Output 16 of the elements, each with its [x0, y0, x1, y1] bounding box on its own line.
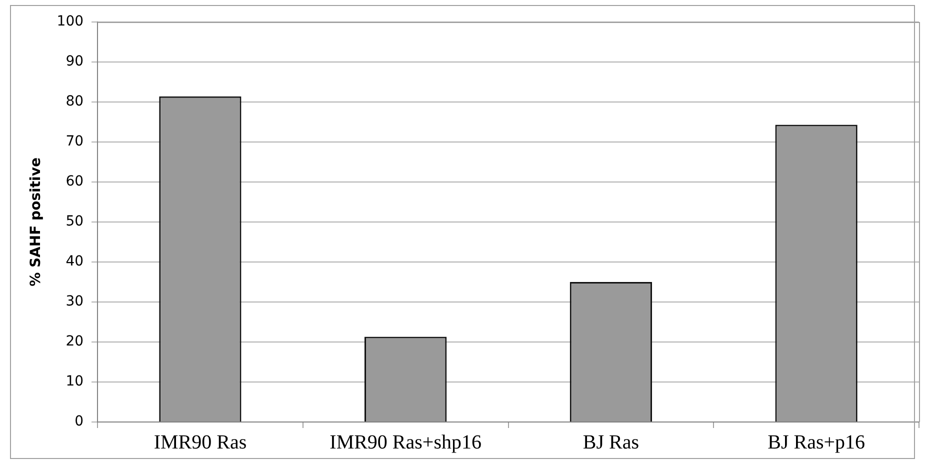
y-tick-label: 0 — [74, 414, 84, 430]
y-tick-label: 80 — [66, 94, 84, 110]
x-tick-label: BJ Ras — [582, 431, 640, 454]
y-tick-label: 40 — [66, 254, 84, 270]
y-tick-label: 30 — [66, 294, 84, 310]
y-tick-label: 70 — [66, 134, 84, 150]
x-tick-label: IMR90 Ras+shp16 — [330, 431, 482, 454]
y-tick-label: 10 — [66, 374, 84, 390]
y-tick-label: 100 — [56, 14, 84, 30]
y-axis-title: % SAHF positive — [28, 158, 44, 286]
y-tick-label: 20 — [66, 334, 84, 350]
x-tick-label: BJ Ras+p16 — [768, 431, 866, 454]
y-tick-label: 90 — [66, 54, 84, 70]
x-tick-label: IMR90 Ras — [154, 431, 247, 454]
y-tick-label: 50 — [66, 214, 84, 230]
y-tick-label: 60 — [66, 174, 84, 190]
